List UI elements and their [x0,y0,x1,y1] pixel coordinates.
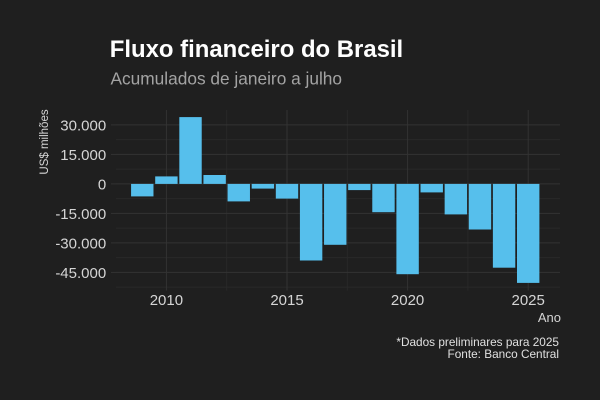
svg-text:15.000: 15.000 [60,147,106,164]
svg-text:-45.000: -45.000 [55,265,106,282]
svg-text:US$ milhões: US$ milhões [39,109,51,174]
svg-text:2010: 2010 [150,292,183,309]
svg-text:2020: 2020 [391,292,424,309]
svg-text:-15.000: -15.000 [55,206,106,223]
svg-text:Fluxo financeiro do Brasil: Fluxo financeiro do Brasil [110,36,403,63]
svg-text:2015: 2015 [270,292,303,309]
svg-text:Fonte: Banco Central: Fonte: Banco Central [448,347,559,361]
svg-text:0: 0 [98,176,106,193]
svg-text:30.000: 30.000 [60,117,106,134]
svg-text:Acumulados de janeiro a julho: Acumulados de janeiro a julho [111,69,343,89]
svg-text:Ano: Ano [538,310,561,325]
svg-text:*Dados preliminares para 2025: *Dados preliminares para 2025 [396,335,559,349]
svg-text:-30.000: -30.000 [55,235,106,252]
svg-text:2025: 2025 [512,292,545,309]
